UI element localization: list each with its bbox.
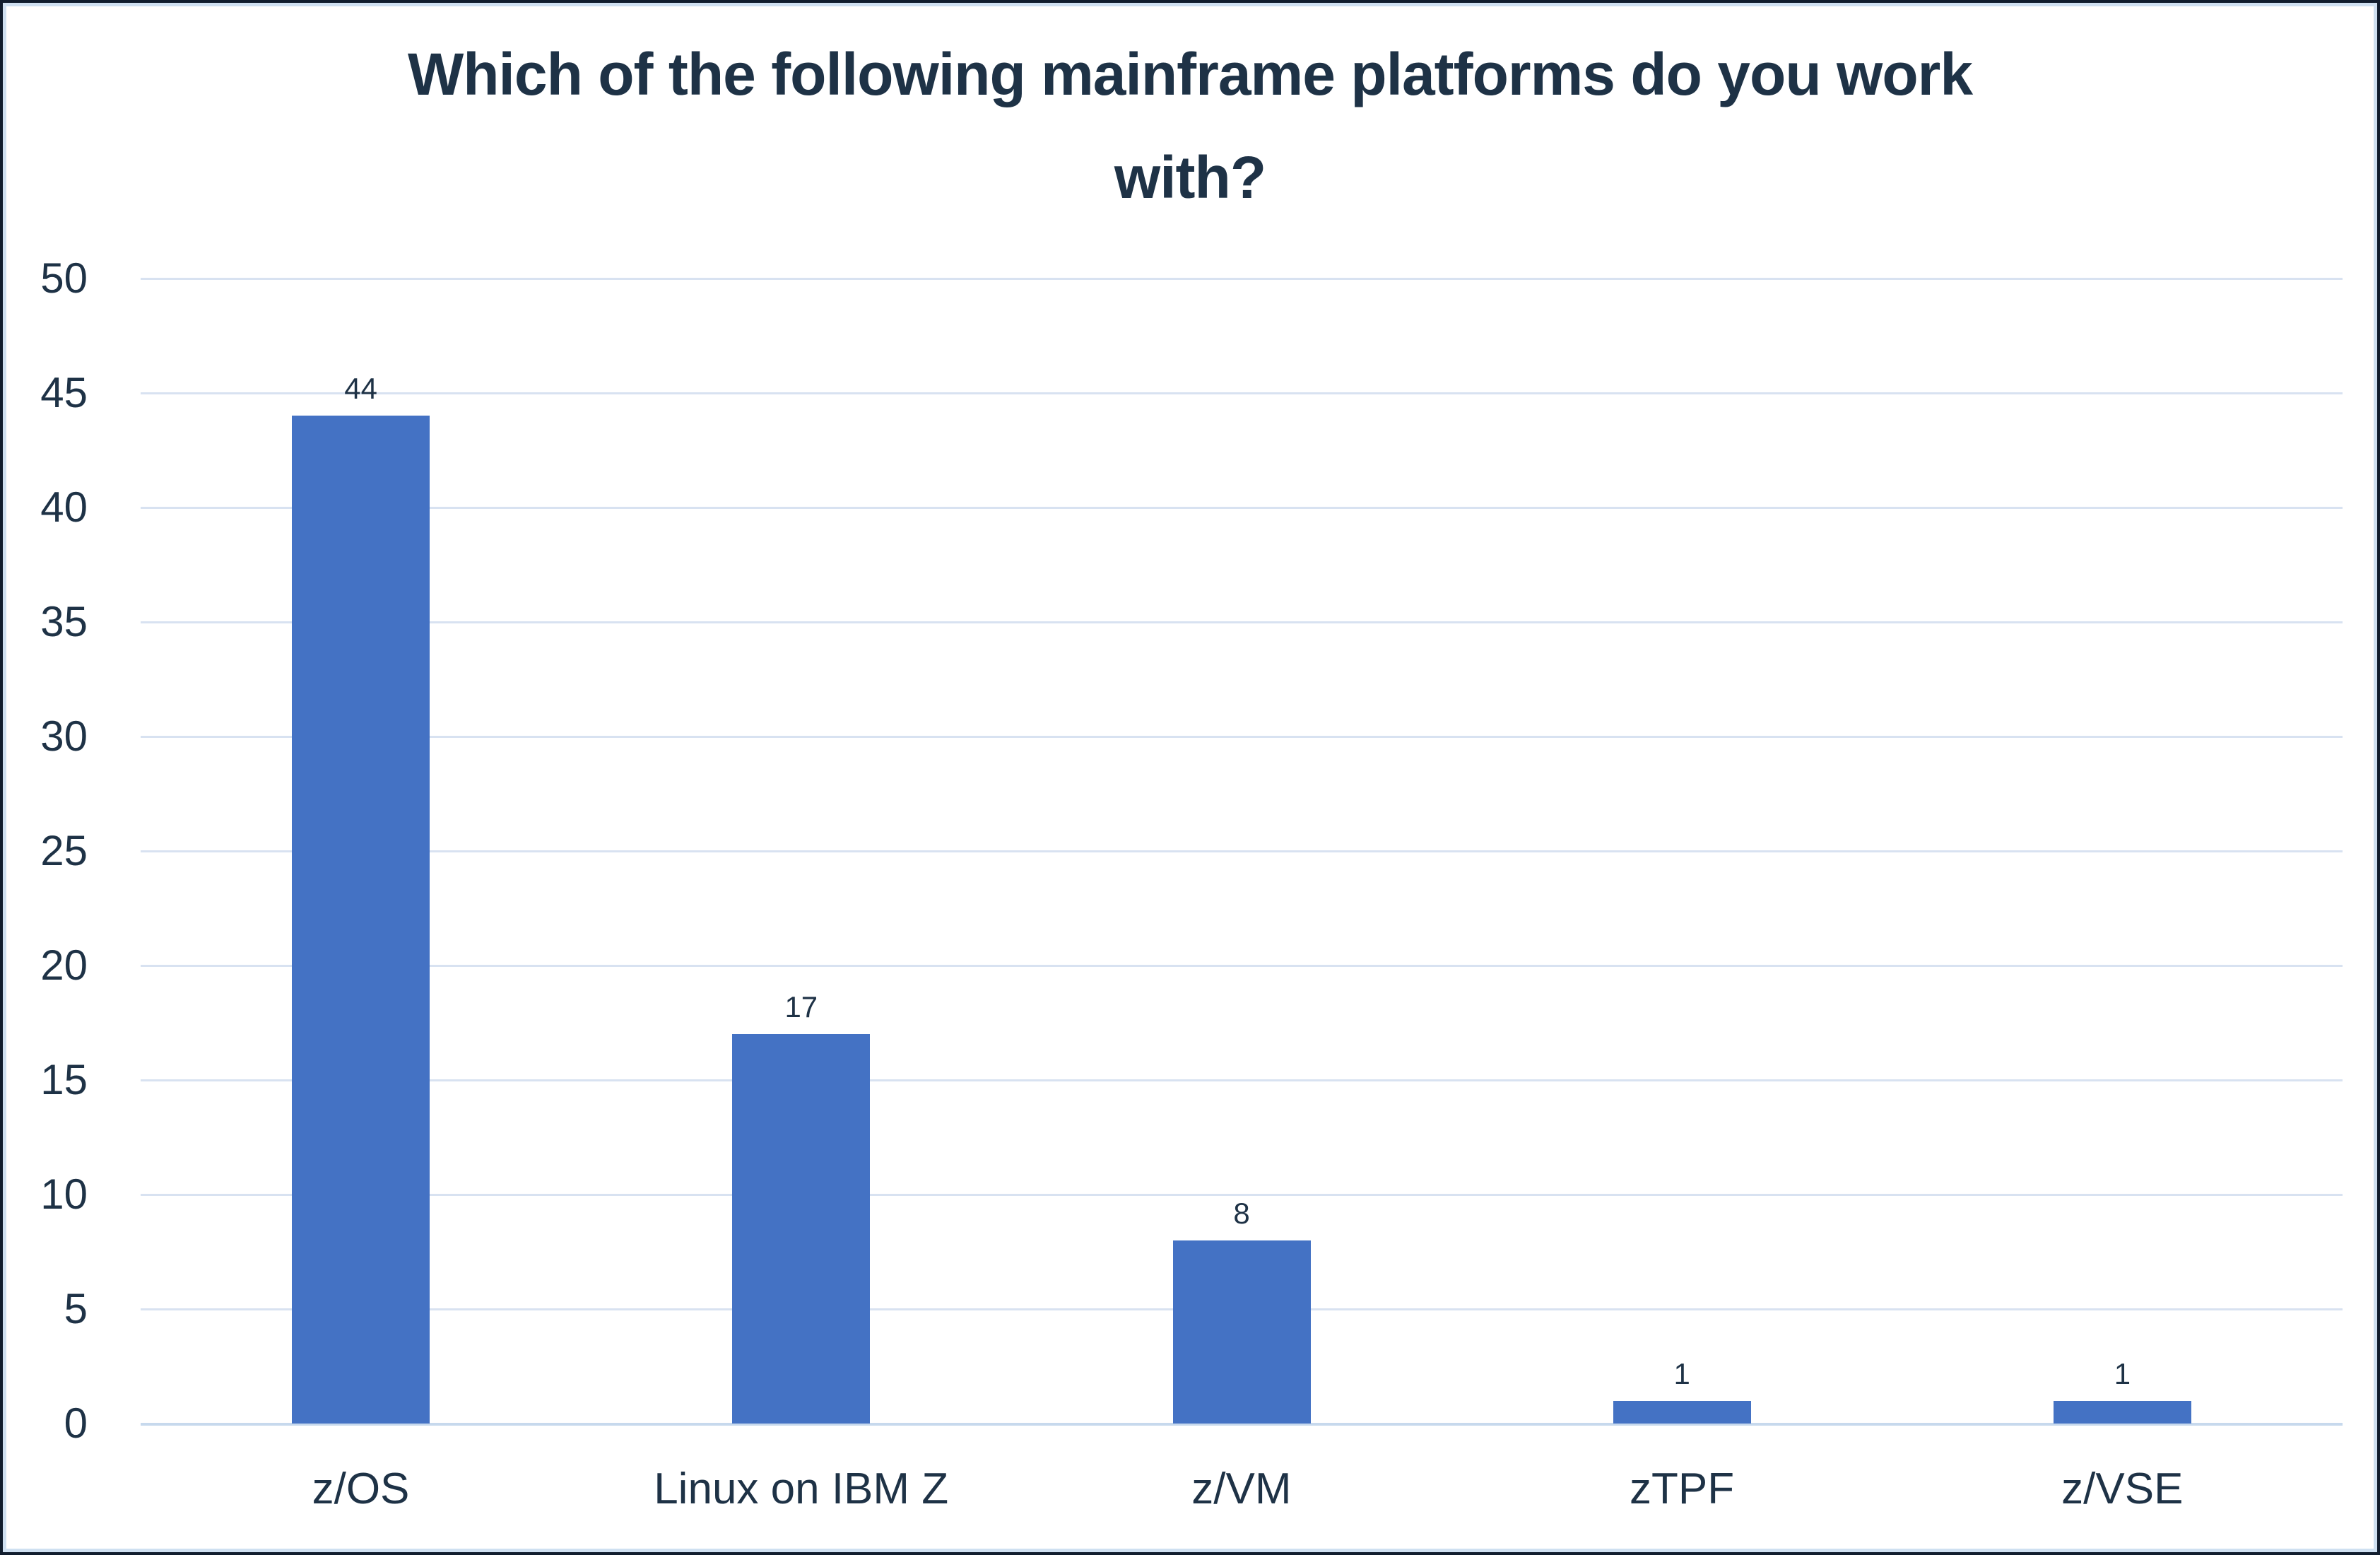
bar-linux-on-ibm-z — [732, 1034, 871, 1424]
chart-title-line1: Which of the following mainframe platfor… — [407, 41, 1973, 107]
gridline-y-20 — [141, 965, 2343, 967]
data-label-z-os: 44 — [344, 372, 377, 406]
bar-z-vm — [1172, 1240, 1311, 1424]
y-tick-label-5: 5 — [64, 1285, 88, 1332]
category-label-ztpf: zTPF — [1630, 1465, 1735, 1513]
gridline-y-10 — [141, 1194, 2343, 1196]
bar-ztpf — [1613, 1400, 1751, 1424]
y-tick-label-25: 25 — [40, 827, 88, 874]
category-label-z-vm: z/VM — [1191, 1465, 1292, 1513]
gridline-y-40 — [141, 507, 2343, 509]
gridline-y-15 — [141, 1079, 2343, 1081]
bar-z-vse — [2053, 1400, 2191, 1424]
y-tick-label-20: 20 — [40, 941, 88, 989]
y-tick-label-15: 15 — [40, 1056, 88, 1103]
y-tick-label-10: 10 — [40, 1170, 88, 1218]
gridline-y-35 — [141, 621, 2343, 623]
gridline-y-25 — [141, 850, 2343, 852]
data-label-ztpf: 1 — [1673, 1356, 1690, 1390]
category-label-linux-on-ibm-z: Linux on IBM Z — [654, 1465, 949, 1513]
y-tick-label-0: 0 — [64, 1400, 88, 1447]
data-label-z-vse: 1 — [2114, 1356, 2131, 1390]
y-tick-label-50: 50 — [40, 254, 88, 302]
chart-title: Which of the following mainframe platfor… — [3, 23, 2377, 229]
gridline-y-50 — [141, 278, 2343, 280]
y-tick-label-40: 40 — [40, 483, 88, 531]
chart-title-line2: with? — [1114, 144, 1266, 211]
gridline-y-30 — [141, 736, 2343, 738]
category-label-z-os: z/OS — [312, 1465, 410, 1513]
gridline-y-45 — [141, 392, 2343, 394]
plot-area: 44 17 8 1 1 — [141, 278, 2343, 1426]
y-tick-label-45: 45 — [40, 369, 88, 416]
data-label-linux-on-ibm-z: 17 — [784, 990, 818, 1024]
data-label-z-vm: 8 — [1233, 1196, 1250, 1230]
category-label-z-vse: z/VSE — [2061, 1465, 2184, 1513]
y-tick-label-35: 35 — [40, 598, 88, 645]
bar-z-os — [292, 416, 430, 1424]
x-axis-baseline — [141, 1423, 2343, 1426]
y-tick-label-30: 30 — [40, 712, 88, 760]
